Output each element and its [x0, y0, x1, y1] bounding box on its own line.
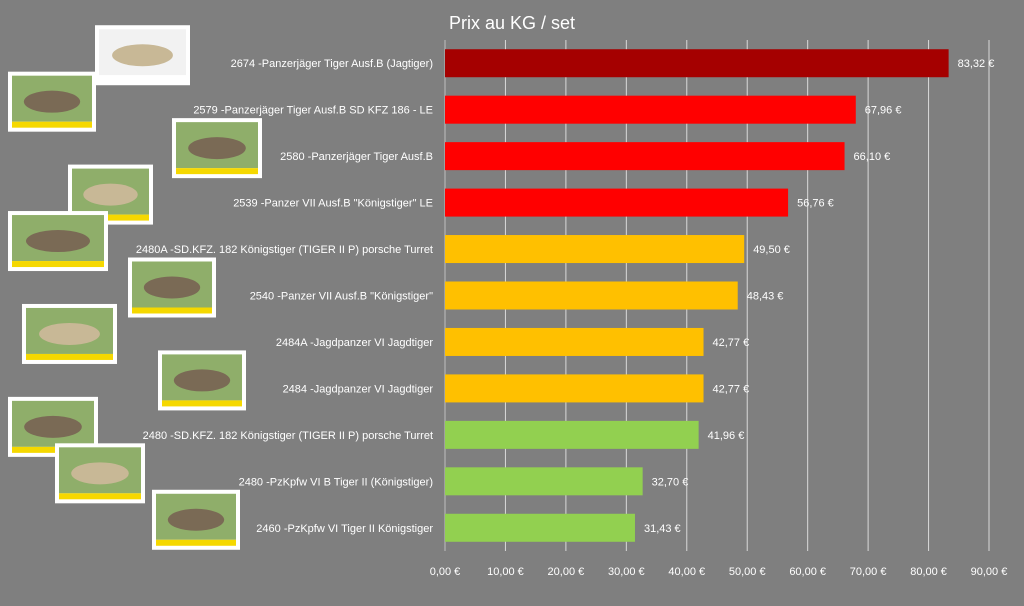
category-label: 2580 -Panzerjäger Tiger Ausf.B — [280, 151, 433, 163]
x-tick-label: 70,00 € — [850, 566, 887, 578]
category-label: 2480 -PzKpfw VI B Tiger II (Königstiger) — [239, 476, 433, 488]
x-tick-label: 60,00 € — [789, 566, 826, 578]
product-image — [8, 211, 108, 272]
category-label: 2480 -SD.KFZ. 182 Königstiger (TIGER II … — [143, 430, 433, 442]
product-image — [8, 71, 96, 132]
category-label: 2539 -Panzer VII Ausf.B "Königstiger" LE — [233, 198, 433, 210]
bar-value-label: 48,43 € — [747, 291, 784, 303]
bar — [445, 49, 949, 78]
bar-value-label: 83,32 € — [958, 58, 995, 70]
bar — [445, 374, 704, 403]
bar — [445, 420, 699, 449]
bar-value-label: 66,10 € — [854, 151, 891, 163]
category-label: 2460 -PzKpfw VI Tiger II Königstiger — [256, 523, 433, 535]
chart-title: Prix au KG / set — [449, 13, 575, 33]
bar-value-label: 49,50 € — [753, 244, 790, 256]
bar-value-label: 42,77 € — [713, 383, 750, 395]
bar — [445, 95, 856, 124]
bar-value-label: 41,96 € — [708, 430, 745, 442]
product-image — [152, 489, 240, 550]
category-label: 2579 -Panzerjäger Tiger Ausf.B SD KFZ 18… — [193, 105, 433, 117]
product-image — [128, 257, 216, 318]
product-image — [95, 25, 190, 86]
x-tick-label: 80,00 € — [910, 566, 947, 578]
category-label: 2674 -Panzerjäger Tiger Ausf.B (Jagtiger… — [231, 58, 433, 70]
bar — [445, 327, 704, 356]
x-tick-label: 90,00 € — [971, 566, 1008, 578]
category-label: 2484 -Jagdpanzer VI Jagdtiger — [283, 383, 434, 395]
x-tick-label: 0,00 € — [430, 566, 461, 578]
bar — [445, 235, 745, 264]
bar — [445, 188, 789, 217]
bar-value-label: 67,96 € — [865, 105, 902, 117]
bar-value-label: 32,70 € — [652, 476, 689, 488]
x-tick-label: 10,00 € — [487, 566, 524, 578]
bar-value-label: 56,76 € — [797, 198, 834, 210]
product-image — [55, 443, 145, 504]
bar — [445, 281, 738, 310]
x-tick-label: 30,00 € — [608, 566, 645, 578]
bar — [445, 467, 643, 496]
bar — [445, 513, 635, 542]
category-label: 2540 -Panzer VII Ausf.B "Königstiger" — [250, 291, 433, 303]
product-image — [172, 118, 262, 179]
category-label: 2480A -SD.KFZ. 182 Königstiger (TIGER II… — [136, 244, 433, 256]
x-tick-label: 20,00 € — [548, 566, 585, 578]
product-image — [22, 303, 117, 364]
x-tick-label: 50,00 € — [729, 566, 766, 578]
bar — [445, 142, 845, 171]
bar-value-label: 42,77 € — [713, 337, 750, 349]
x-tick-label: 40,00 € — [668, 566, 705, 578]
product-image — [158, 350, 246, 411]
bar-value-label: 31,43 € — [644, 523, 681, 535]
category-label: 2484A -Jagdpanzer VI Jagdtiger — [276, 337, 434, 349]
product-image — [8, 396, 98, 457]
